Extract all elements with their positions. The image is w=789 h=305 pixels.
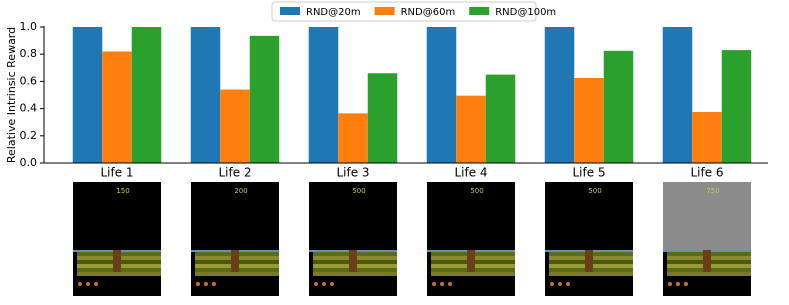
life-icon (94, 282, 98, 286)
life-icon (558, 282, 562, 286)
screen-background (427, 182, 515, 296)
life-icon (330, 282, 334, 286)
y-tick-label: 0.6 (20, 74, 38, 87)
life-icon (78, 282, 82, 286)
life-icon (314, 282, 318, 286)
bar (426, 27, 457, 163)
ground-stripe (549, 272, 633, 276)
bar (574, 78, 604, 163)
x-tick-label: Life 3 (336, 166, 369, 180)
ground-stripe (77, 272, 161, 276)
life-icon (448, 282, 452, 286)
y-tick-label: 0.2 (20, 129, 38, 142)
bar (131, 27, 162, 163)
ground-stripe (195, 272, 279, 276)
y-tick-label: 0.8 (20, 47, 38, 60)
ground-stripe (431, 272, 515, 276)
y-tick-label: 1.0 (20, 20, 38, 33)
bar (544, 27, 575, 163)
life-icon (550, 282, 554, 286)
bar (662, 27, 693, 163)
legend-swatch (280, 7, 300, 15)
life-icon (212, 282, 216, 286)
game-screenshot: 750 (663, 182, 751, 296)
tree-trunk (585, 250, 593, 272)
life-icon (322, 282, 326, 286)
x-tick-label: Life 1 (100, 166, 133, 180)
bar (456, 95, 486, 163)
game-screenshot: 500 (545, 182, 633, 296)
bar (72, 27, 103, 163)
ground-stripe (313, 272, 397, 276)
screen-background (545, 182, 633, 296)
tree-trunk (113, 250, 121, 272)
life-icon (86, 282, 90, 286)
life-icon (668, 282, 672, 286)
screen-background (191, 182, 279, 296)
legend-label: RND@100m (495, 7, 556, 18)
life-icon (440, 282, 444, 286)
screen-background (309, 182, 397, 296)
life-icon (684, 282, 688, 286)
life-icon (432, 282, 436, 286)
score: 500 (352, 187, 365, 195)
life-icon (196, 282, 200, 286)
score: 500 (588, 187, 601, 195)
y-tick-label: 0.4 (20, 102, 38, 115)
y-tick-label: 0.0 (20, 156, 38, 169)
bar (603, 50, 634, 163)
bar (338, 113, 368, 163)
bar (721, 50, 752, 164)
life-icon (204, 282, 208, 286)
bar (249, 35, 280, 164)
ground-stripe (667, 272, 751, 276)
screen-background (73, 182, 161, 296)
tree-trunk (467, 250, 475, 272)
bar (220, 89, 250, 163)
bar (190, 27, 221, 163)
legend-swatch (469, 7, 490, 15)
bar (308, 27, 339, 163)
x-tick-label: Life 2 (218, 166, 251, 180)
tree-trunk (231, 250, 239, 272)
game-screenshot: 500 (427, 182, 515, 296)
game-screenshot: 500 (309, 182, 397, 296)
legend: RND@20m RND@60m RND@100m (271, 1, 556, 22)
x-tick-label: Life 5 (572, 166, 605, 180)
legend-swatch (374, 7, 395, 15)
score: 150 (116, 187, 129, 195)
score: 200 (234, 187, 247, 195)
game-screenshot: 200 (191, 182, 279, 296)
bar (102, 51, 132, 164)
x-tick-label: Life 4 (454, 166, 487, 180)
score: 750 (706, 187, 719, 195)
x-tick-label: Life 6 (690, 166, 723, 180)
tree-trunk (703, 250, 711, 272)
bar (485, 74, 516, 163)
game-screenshot: 150 (73, 182, 161, 296)
tree-trunk (349, 250, 357, 272)
legend-box (271, 1, 537, 22)
life-icon (566, 282, 570, 286)
legend-label: RND@20m (306, 7, 361, 18)
y-axis-label: Relative Intrinsic Reward (5, 27, 18, 163)
bar (692, 112, 722, 163)
score: 500 (470, 187, 483, 195)
bar (367, 73, 398, 163)
legend-label: RND@60m (401, 7, 456, 18)
life-icon (676, 282, 680, 286)
